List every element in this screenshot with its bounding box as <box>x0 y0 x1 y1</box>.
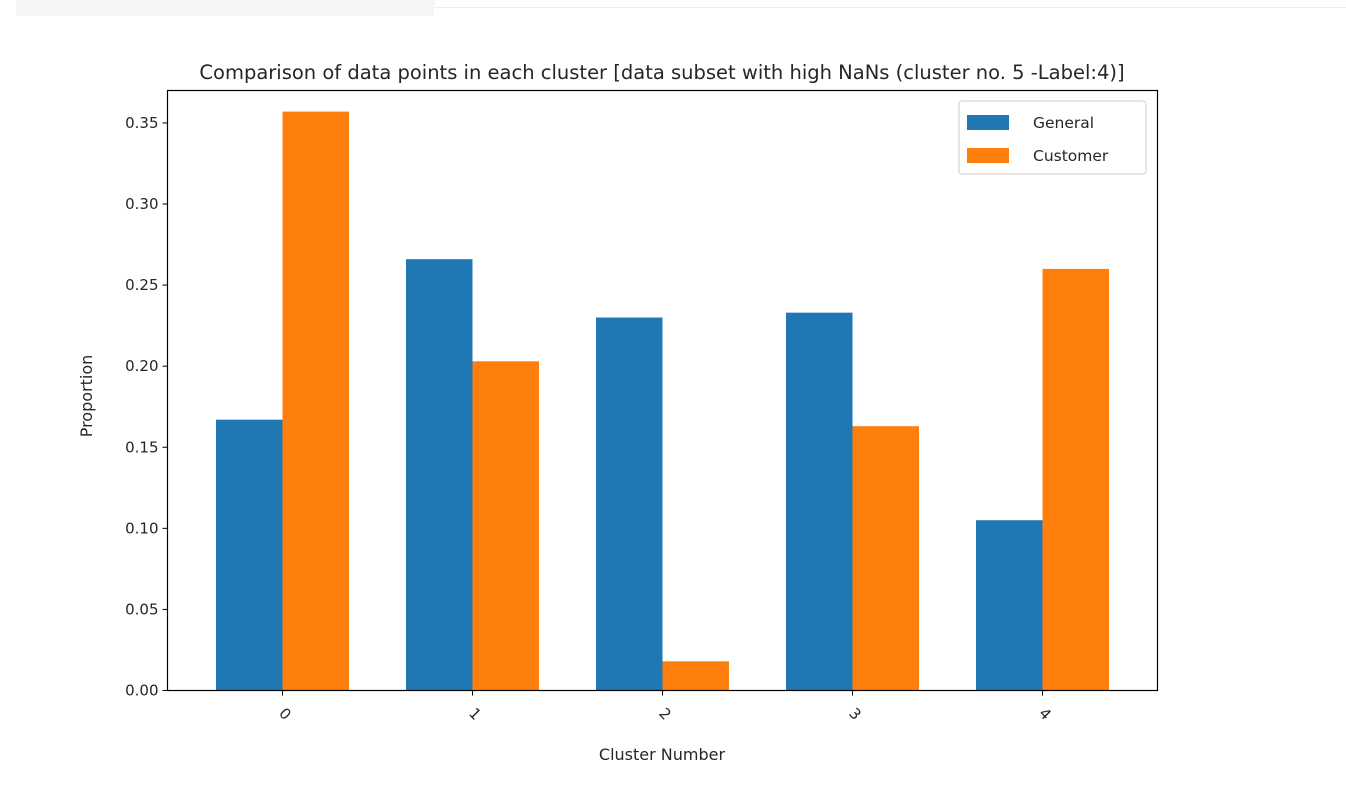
legend: General Customer <box>958 100 1147 175</box>
bar-customer-cluster-2 <box>662 661 729 691</box>
x-tick-label: 0 <box>275 704 294 723</box>
cell-divider <box>434 7 1346 8</box>
y-tick-label: 0.30 <box>125 195 158 213</box>
x-tick-label: 3 <box>845 704 864 723</box>
x-tick-label: 1 <box>465 704 484 723</box>
bar-general-cluster-1 <box>406 259 473 691</box>
legend-label-general: General <box>1033 114 1094 132</box>
bar-customer-cluster-1 <box>472 361 539 691</box>
y-axis-label: Proportion <box>77 355 96 438</box>
y-tick-label: 0.05 <box>125 600 158 618</box>
bar-general-cluster-2 <box>596 317 663 691</box>
bar-general-cluster-4 <box>976 520 1043 691</box>
legend-label-customer: Customer <box>1033 147 1109 165</box>
bar-customer-cluster-0 <box>282 111 349 691</box>
bar-general-cluster-3 <box>786 312 853 691</box>
bar-general-cluster-0 <box>216 419 283 691</box>
x-tick-label: 2 <box>655 704 674 723</box>
y-tick-label: 0.35 <box>125 114 158 132</box>
legend-swatch-customer <box>967 148 1009 163</box>
y-tick-label: 0.00 <box>125 682 158 700</box>
y-tick-label: 0.25 <box>125 276 158 294</box>
x-axis-label: Cluster Number <box>599 745 726 764</box>
previous-cell-output-strip <box>16 0 434 16</box>
x-tick-label: 4 <box>1035 704 1054 723</box>
bar-customer-cluster-3 <box>852 426 919 691</box>
chart-title: Comparison of data points in each cluste… <box>199 61 1124 84</box>
y-tick-label: 0.20 <box>125 357 158 375</box>
bar-customer-cluster-4 <box>1042 268 1109 691</box>
bars-layer <box>216 111 1109 691</box>
y-tick-label: 0.10 <box>125 519 158 537</box>
x-axis: 0 1 2 3 4 <box>275 690 1055 724</box>
y-axis: 0.00 0.05 0.10 0.15 0.20 0.25 0.30 0.35 <box>125 114 168 700</box>
legend-swatch-general <box>967 115 1009 130</box>
y-tick-label: 0.15 <box>125 438 158 456</box>
